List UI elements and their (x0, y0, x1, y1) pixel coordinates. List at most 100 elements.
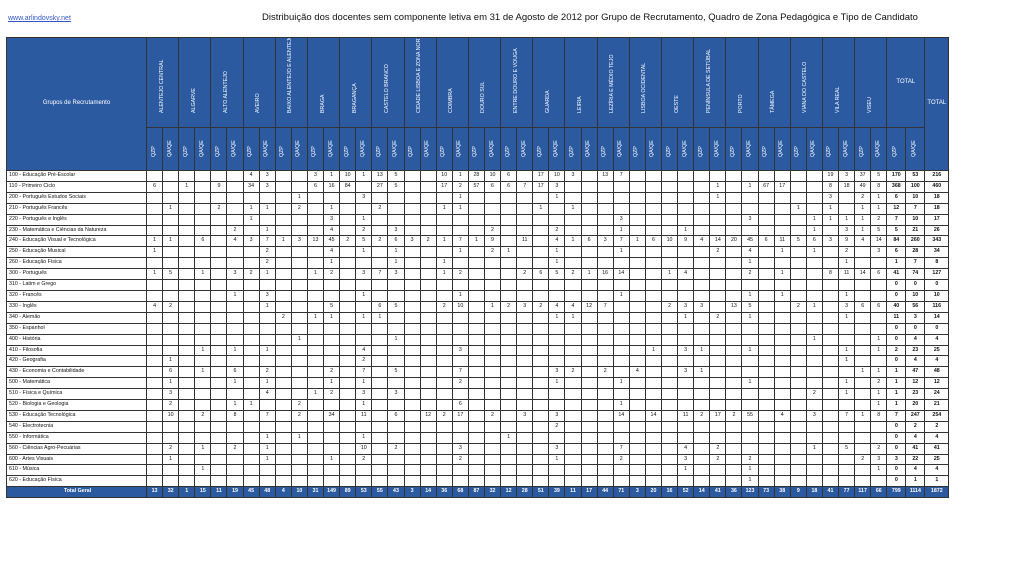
data-cell (435, 355, 453, 368)
data-cell (532, 279, 550, 291)
data-cell: 3 (258, 170, 276, 182)
data-cell: 1 (355, 311, 373, 324)
data-cell (805, 311, 823, 324)
data-cell (419, 344, 437, 357)
data-cell (854, 431, 872, 444)
data-cell: 2 (451, 377, 469, 390)
data-cell: 3 (258, 289, 276, 302)
data-cell (483, 420, 502, 433)
data-cell (178, 464, 196, 477)
data-cell (210, 279, 228, 291)
data-cell (693, 333, 711, 346)
row-label: 610 - Música (6, 464, 147, 477)
subheader-qa-qe: QA/QE (226, 127, 244, 171)
subheader-label: QA/QE (424, 140, 431, 158)
data-cell (306, 213, 325, 226)
data-cell: 4 (548, 235, 566, 248)
data-cell (210, 333, 228, 346)
data-cell (757, 224, 775, 237)
data-cell: 10 (435, 170, 453, 182)
data-cell (757, 300, 775, 313)
data-cell (612, 366, 630, 379)
subheader-qa-qe: QA/QE (290, 127, 308, 171)
data-cell: 1 (564, 235, 582, 248)
data-cell (339, 257, 357, 270)
data-cell (693, 268, 711, 281)
data-cell (838, 420, 856, 433)
data-cell (403, 202, 421, 215)
data-cell (757, 388, 775, 401)
data-cell (580, 170, 598, 182)
data-cell (435, 399, 453, 411)
data-cell (644, 442, 663, 455)
data-cell (467, 475, 485, 488)
subheader-label: QA/QE (231, 140, 238, 158)
data-cell: 8 (870, 409, 888, 422)
data-cell (162, 191, 180, 204)
data-cell: 2 (483, 224, 502, 237)
row-label: 510 - Física e Química (6, 388, 147, 401)
data-cell (677, 399, 695, 411)
data-cell (162, 322, 180, 335)
data-cell (773, 322, 791, 335)
data-cell: 14 (612, 409, 630, 422)
data-cell (467, 257, 485, 270)
data-cell (596, 420, 614, 433)
data-cell (226, 431, 244, 444)
data-cell (789, 420, 807, 433)
row-grand-total: 26 (924, 224, 950, 237)
data-cell (580, 257, 598, 270)
data-cell (709, 300, 727, 313)
group-header-label: PENÍNSULA DE SETÚBAL (705, 48, 712, 114)
corner-header: Grupos de Recrutamento (6, 37, 147, 171)
data-cell (644, 268, 663, 281)
data-cell (274, 464, 292, 477)
data-cell (757, 279, 775, 291)
row-label: 600 - Artes Visuais (6, 453, 147, 466)
subheader-qa-qe: QA/QE (741, 127, 759, 171)
data-cell: 1 (612, 377, 630, 390)
row-grand-total: 4 (924, 333, 950, 346)
total-cell: 31 (306, 486, 325, 499)
data-cell (403, 180, 421, 193)
data-cell (660, 180, 679, 193)
data-cell (483, 464, 502, 477)
data-cell (773, 170, 791, 182)
data-cell (821, 399, 840, 411)
row-grand-total: 41 (924, 442, 950, 455)
total-cell: 3 (628, 486, 646, 499)
data-cell (500, 377, 518, 390)
data-cell: 2 (226, 224, 244, 237)
row-total-qa-qe: 23 (905, 388, 926, 401)
data-cell (580, 289, 598, 302)
data-cell (323, 322, 341, 335)
data-cell: 7 (516, 180, 534, 193)
data-cell (403, 289, 421, 302)
data-cell (339, 333, 357, 346)
data-cell: 1 (854, 224, 872, 237)
data-cell: 3 (548, 180, 566, 193)
data-cell (145, 224, 164, 237)
data-cell (644, 224, 663, 237)
data-cell (757, 191, 775, 204)
data-cell (725, 180, 743, 193)
data-cell (483, 268, 502, 281)
data-cell (435, 464, 453, 477)
data-cell (355, 180, 373, 193)
data-cell (339, 322, 357, 335)
data-cell (612, 388, 630, 401)
data-cell (387, 464, 405, 477)
data-cell (532, 355, 550, 368)
data-cell (741, 366, 759, 379)
data-cell: 1 (355, 289, 373, 302)
data-cell (612, 431, 630, 444)
data-cell (644, 202, 663, 215)
site-link[interactable]: www.arlindovsky.net (8, 15, 71, 22)
data-cell (194, 213, 212, 226)
data-cell (483, 333, 502, 346)
data-cell (596, 388, 614, 401)
row-grand-total: 4 (924, 431, 950, 444)
data-cell (789, 180, 807, 193)
data-cell (628, 202, 646, 215)
data-cell (483, 431, 502, 444)
